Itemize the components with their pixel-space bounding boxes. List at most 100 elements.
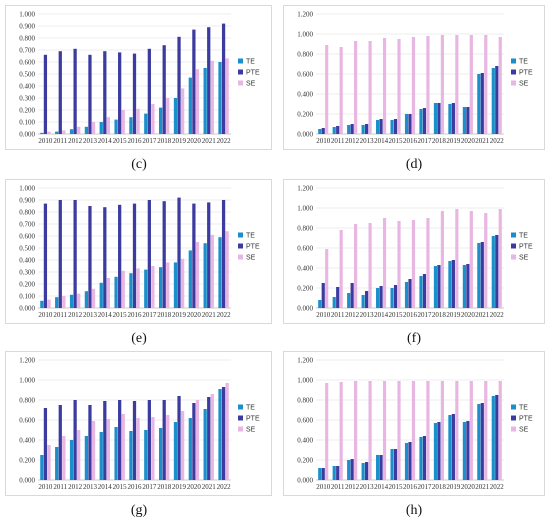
- bar-pte-2017: [422, 436, 427, 480]
- legend-swatch-se: [511, 80, 516, 86]
- bar-se-2014: [382, 38, 387, 134]
- bar-pte-2020: [192, 403, 196, 480]
- bar-se-2011: [339, 230, 343, 308]
- bar-te-2010: [40, 455, 44, 480]
- x-tick-label: 2013: [360, 137, 375, 145]
- bar-se-2019: [180, 258, 185, 308]
- bar-se-2012: [77, 430, 81, 480]
- x-tick-label: 2012: [68, 137, 83, 145]
- bar-te-2013: [361, 463, 365, 480]
- legend-swatch-pte: [238, 69, 243, 75]
- bar-pte-2022: [495, 66, 499, 134]
- x-tick-label: 2020: [461, 137, 476, 145]
- bar-pte-2020: [192, 203, 196, 308]
- x-tick-label: 2010: [38, 137, 53, 145]
- bar-se-2018: [440, 35, 444, 134]
- bar-te-2012: [347, 293, 351, 308]
- x-tick-label: 2011: [331, 311, 345, 319]
- legend-label-se: SE: [246, 255, 256, 262]
- bar-pte-2013: [365, 462, 369, 480]
- bar-te-2015: [390, 449, 394, 480]
- bar-pte-2010: [43, 408, 48, 480]
- y-tick-label: 1.000: [19, 376, 35, 384]
- y-tick-label: 1.200: [297, 356, 313, 364]
- x-tick-label: 2018: [432, 137, 447, 145]
- bar-pte-2015: [118, 400, 122, 480]
- bar-pte-2018: [162, 201, 166, 308]
- y-tick-label: 0.300: [19, 268, 35, 276]
- y-tick-label: 0.200: [19, 456, 35, 464]
- x-tick-label: 2019: [172, 137, 187, 145]
- x-tick-label: 2019: [172, 311, 187, 319]
- bar-te-2019: [448, 104, 452, 134]
- y-tick-label: 0.600: [297, 244, 313, 252]
- bar-se-2014: [106, 419, 111, 480]
- bar-se-2010: [325, 249, 329, 308]
- bar-te-2012: [347, 460, 351, 480]
- caption-g: (g): [130, 503, 148, 518]
- y-tick-label: 0.200: [19, 280, 35, 288]
- bar-se-2019: [455, 381, 459, 480]
- x-tick-label: 2011: [53, 311, 67, 319]
- caption-f: (f): [407, 331, 421, 346]
- x-tick-label: 2022: [217, 137, 232, 145]
- bar-te-2022: [491, 396, 495, 480]
- bar-te-2010: [318, 129, 322, 134]
- bar-se-2018: [166, 415, 170, 480]
- y-tick-label: 0.400: [19, 256, 35, 264]
- bar-te-2014: [376, 120, 380, 134]
- bar-se-2022: [225, 383, 229, 480]
- bar-pte-2021: [207, 27, 211, 135]
- bar-te-2013: [84, 291, 89, 308]
- legend-label-se: SE: [246, 427, 256, 434]
- bar-te-2018: [158, 267, 163, 308]
- y-tick-label: 1.000: [297, 30, 313, 38]
- bar-te-2017: [419, 276, 423, 308]
- bar-se-2015: [397, 381, 401, 480]
- bar-pte-2016: [408, 279, 412, 308]
- x-tick-label: 2017: [142, 483, 157, 491]
- chart-panel-e: 0.000 0.100 0.200 0.300 0.400 0.500 0.600 0.700…: [5, 179, 272, 324]
- bar-se-2010: [325, 383, 329, 480]
- y-tick-label: 0.800: [19, 208, 35, 216]
- bar-pte-2017: [147, 200, 151, 308]
- x-tick-label: 2019: [172, 483, 187, 491]
- bar-se-2020: [469, 211, 473, 308]
- x-tick-label: 2016: [403, 483, 418, 491]
- bar-pte-2015: [393, 449, 398, 480]
- x-tick-label: 2020: [187, 311, 202, 319]
- bar-te-2017: [144, 430, 148, 480]
- bar-pte-2020: [192, 29, 196, 135]
- legend-swatch-te: [511, 58, 516, 64]
- bar-te-2011: [332, 466, 336, 480]
- x-tick-label: 2015: [389, 483, 404, 491]
- y-tick-label: 0.400: [297, 436, 313, 444]
- x-tick-label: 2020: [187, 483, 202, 491]
- bar-te-2011: [332, 297, 336, 308]
- bar-pte-2010: [321, 283, 325, 308]
- bar-te-2020: [462, 422, 466, 480]
- y-tick-label: 0.000: [19, 130, 35, 138]
- bar-te-2020: [462, 265, 466, 308]
- legend-swatch-se: [238, 80, 243, 86]
- bar-se-2017: [426, 36, 430, 134]
- legend-swatch-te: [238, 404, 243, 410]
- bar-te-2016: [129, 431, 133, 480]
- y-tick-label: 0.000: [297, 476, 313, 484]
- bar-se-2021: [484, 381, 488, 480]
- bar-pte-2011: [58, 200, 62, 308]
- bar-pte-2014: [103, 207, 107, 308]
- caption-d: (d): [405, 157, 423, 172]
- y-tick-label: 0.600: [19, 416, 35, 424]
- bar-te-2021: [203, 409, 207, 480]
- x-tick-label: 2013: [83, 137, 98, 145]
- x-tick-label: 2017: [417, 311, 432, 319]
- bar-te-2013: [84, 436, 89, 480]
- legend-label-pte: PTE: [519, 416, 533, 423]
- bar-pte-2017: [147, 400, 151, 480]
- bar-te-2021: [203, 243, 207, 308]
- bar-se-2020: [469, 381, 473, 480]
- bar-te-2021: [477, 74, 481, 134]
- bar-pte-2017: [422, 108, 427, 134]
